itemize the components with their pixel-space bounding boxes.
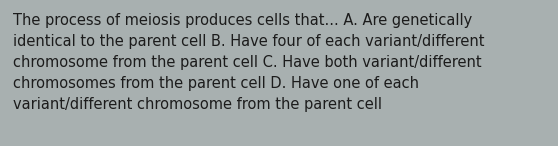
Text: The process of meiosis produces cells that... A. Are genetically
identical to th: The process of meiosis produces cells th… (13, 13, 484, 112)
